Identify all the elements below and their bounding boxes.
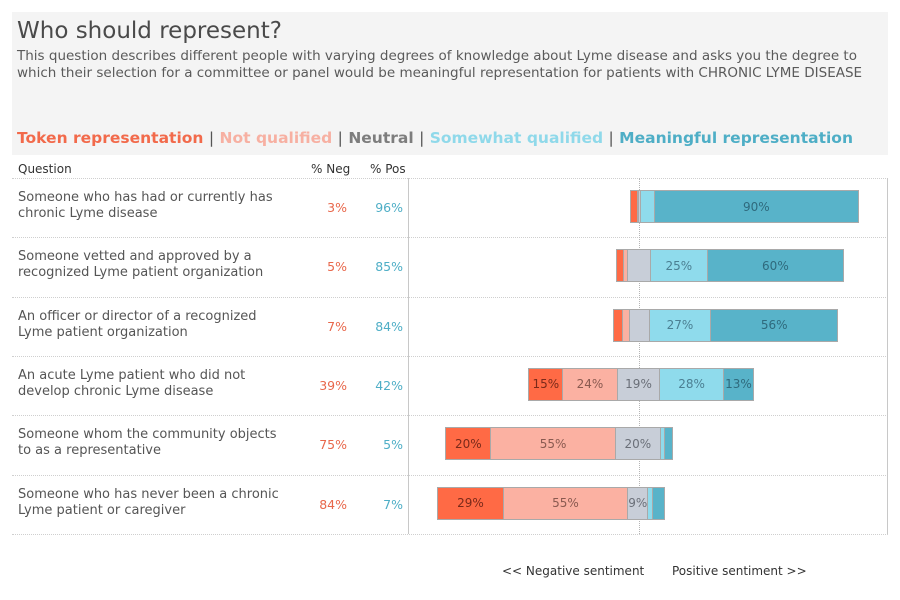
- bar-segment-tok: [617, 250, 624, 282]
- bar-segment-tok: [630, 191, 638, 222]
- stacked-bar: 90%: [629, 190, 859, 223]
- bar-segment-notq: [637, 191, 639, 222]
- row-divider: [12, 415, 888, 417]
- bar-segment-some: 25%: [651, 250, 708, 282]
- bar-segment-some: [648, 487, 653, 519]
- bar-segment-notq: [623, 250, 629, 282]
- legend-not-qualified: Not qualified: [219, 129, 333, 147]
- neg-percent: 39%: [319, 377, 347, 393]
- stacked-bar: 15% 24% 19% 28% 13%: [528, 367, 755, 401]
- bar-segment-neu: 20%: [615, 428, 661, 460]
- stacked-bar: 25% 60%: [616, 249, 845, 283]
- row-divider: [12, 533, 888, 535]
- legend-meaningful: Meaningful representation: [619, 129, 853, 147]
- bar-segment-neu: 19%: [617, 368, 661, 400]
- legend-somewhat-qualified: Somewhat qualified: [429, 129, 604, 147]
- bar-segment-notq: 24%: [563, 368, 618, 400]
- row-divider: [12, 237, 888, 239]
- pos-percent: 7%: [383, 496, 403, 512]
- negative-sentiment-label: << Negative sentiment: [502, 564, 645, 578]
- row-divider: [12, 178, 888, 179]
- stacked-bar: 27% 56%: [612, 308, 839, 342]
- legend-separator: |: [208, 129, 215, 147]
- pos-percent: 84%: [375, 318, 403, 334]
- question-label: Someone vetted and approved by a recogni…: [18, 249, 264, 281]
- pos-percent: 5%: [383, 437, 403, 453]
- header-panel: Who should represent? This question desc…: [12, 12, 888, 155]
- bar-segment-notq: 55%: [491, 428, 616, 460]
- bar-segment-mean: 56%: [710, 309, 838, 341]
- legend-separator: |: [608, 129, 614, 147]
- legend: Token representation | Not qualified | N…: [17, 129, 853, 147]
- bar-segment-mean: 90%: [654, 191, 858, 222]
- bar-segment-notq: [622, 309, 630, 341]
- neg-percent: 7%: [327, 318, 347, 334]
- page-description: This question describes different people…: [17, 48, 863, 81]
- stacked-bar: 20% 55% 20%: [445, 427, 674, 461]
- row-divider: [12, 296, 888, 298]
- positive-sentiment-label: Positive sentiment >>: [672, 564, 807, 578]
- row-divider: [12, 355, 888, 357]
- neutral-center-line: [639, 178, 640, 534]
- question-label: Someone whom the community objects to as…: [18, 427, 277, 459]
- pos-percent: 96%: [375, 200, 403, 215]
- neg-percent: 84%: [319, 496, 347, 512]
- bar-segment-tok: 29%: [438, 487, 504, 519]
- bar-segment-neu: [638, 191, 642, 222]
- page-title: Who should represent?: [17, 18, 282, 44]
- question-label: Someone who has never been a chronic Lym…: [18, 486, 279, 518]
- bar-segment-neu: [628, 250, 652, 282]
- bar-segment-mean: 60%: [707, 250, 844, 282]
- bar-segment-mean: [665, 428, 673, 460]
- bar-segment-neu: 9%: [628, 487, 649, 519]
- bar-segment-tok: 15%: [529, 368, 564, 400]
- neg-percent: 5%: [327, 259, 347, 275]
- bar-segment-some: [660, 428, 666, 460]
- bar-segment-tok: [613, 309, 623, 341]
- bar-segment-neu: [629, 309, 650, 341]
- question-label: Someone who has had or currently has chr…: [18, 190, 273, 221]
- bar-segment-some: [641, 191, 655, 222]
- neg-percent: 75%: [319, 437, 347, 453]
- bar-segment-mean: 13%: [723, 368, 754, 400]
- bar-segment-some: 27%: [649, 309, 711, 341]
- legend-separator: |: [337, 129, 343, 147]
- row-divider: [12, 474, 888, 476]
- bar-segment-mean: [652, 487, 665, 519]
- legend-token: Token representation: [17, 129, 204, 147]
- column-header-pos: % Pos: [370, 162, 406, 176]
- chart-right-border: [887, 178, 888, 534]
- neg-percent: 3%: [327, 200, 347, 215]
- legend-neutral: Neutral: [348, 129, 414, 147]
- column-header-question: Question: [18, 162, 72, 176]
- stacked-bar: 29% 55% 9%: [437, 486, 666, 520]
- bar-segment-notq: 55%: [503, 487, 629, 519]
- question-label: An officer or director of a recognized L…: [18, 308, 257, 340]
- legend-separator: |: [419, 129, 425, 147]
- question-label: An acute Lyme patient who did not develo…: [18, 367, 246, 399]
- pos-percent: 42%: [375, 377, 403, 393]
- bar-segment-some: 28%: [660, 368, 724, 400]
- pos-percent: 85%: [375, 259, 403, 275]
- chart-left-border: [408, 178, 409, 534]
- bar-segment-tok: 20%: [446, 428, 492, 460]
- column-header-neg: % Neg: [311, 162, 351, 176]
